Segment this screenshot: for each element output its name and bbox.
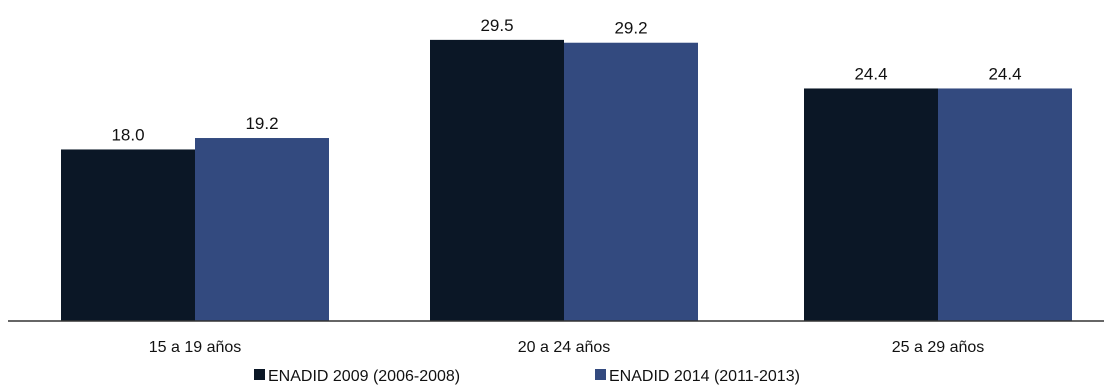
- data-label-1-2: 29.5: [480, 16, 513, 35]
- bar-2-2: [564, 42, 698, 321]
- data-label-2-2: 29.2: [614, 19, 647, 38]
- legend-swatch-2: [595, 369, 606, 380]
- data-label-2-3: 24.4: [988, 64, 1021, 83]
- x-tick-label-3: 25 a 29 años: [892, 339, 985, 356]
- data-label-1-1: 18.0: [111, 125, 144, 144]
- x-tick-labels: 15 a 19 años 20 a 24 años 25 a 29 años: [149, 339, 985, 356]
- bar-1-3: [804, 88, 938, 321]
- data-label-1-3: 24.4: [854, 64, 887, 83]
- bar-1-2: [430, 39, 564, 322]
- data-label-2-1: 19.2: [245, 114, 278, 133]
- legend-swatch-1: [254, 369, 265, 380]
- bar-2-1: [195, 138, 329, 321]
- bar-1-1: [61, 149, 195, 321]
- x-tick-label-2: 20 a 24 años: [518, 339, 611, 356]
- legend-label-2: ENADID 2014 (2011-2013): [609, 368, 800, 385]
- data-labels-layer: 18.0 19.2 29.5 29.2 24.4 24.4: [111, 16, 1021, 145]
- x-tick-label-1: 15 a 19 años: [149, 339, 242, 356]
- legend-label-1: ENADID 2009 (2006-2008): [268, 368, 460, 385]
- legend: ENADID 2009 (2006-2008) ENADID 2014 (2011…: [254, 368, 800, 385]
- bar-2-3: [938, 88, 1072, 321]
- bars-layer: [61, 39, 1072, 322]
